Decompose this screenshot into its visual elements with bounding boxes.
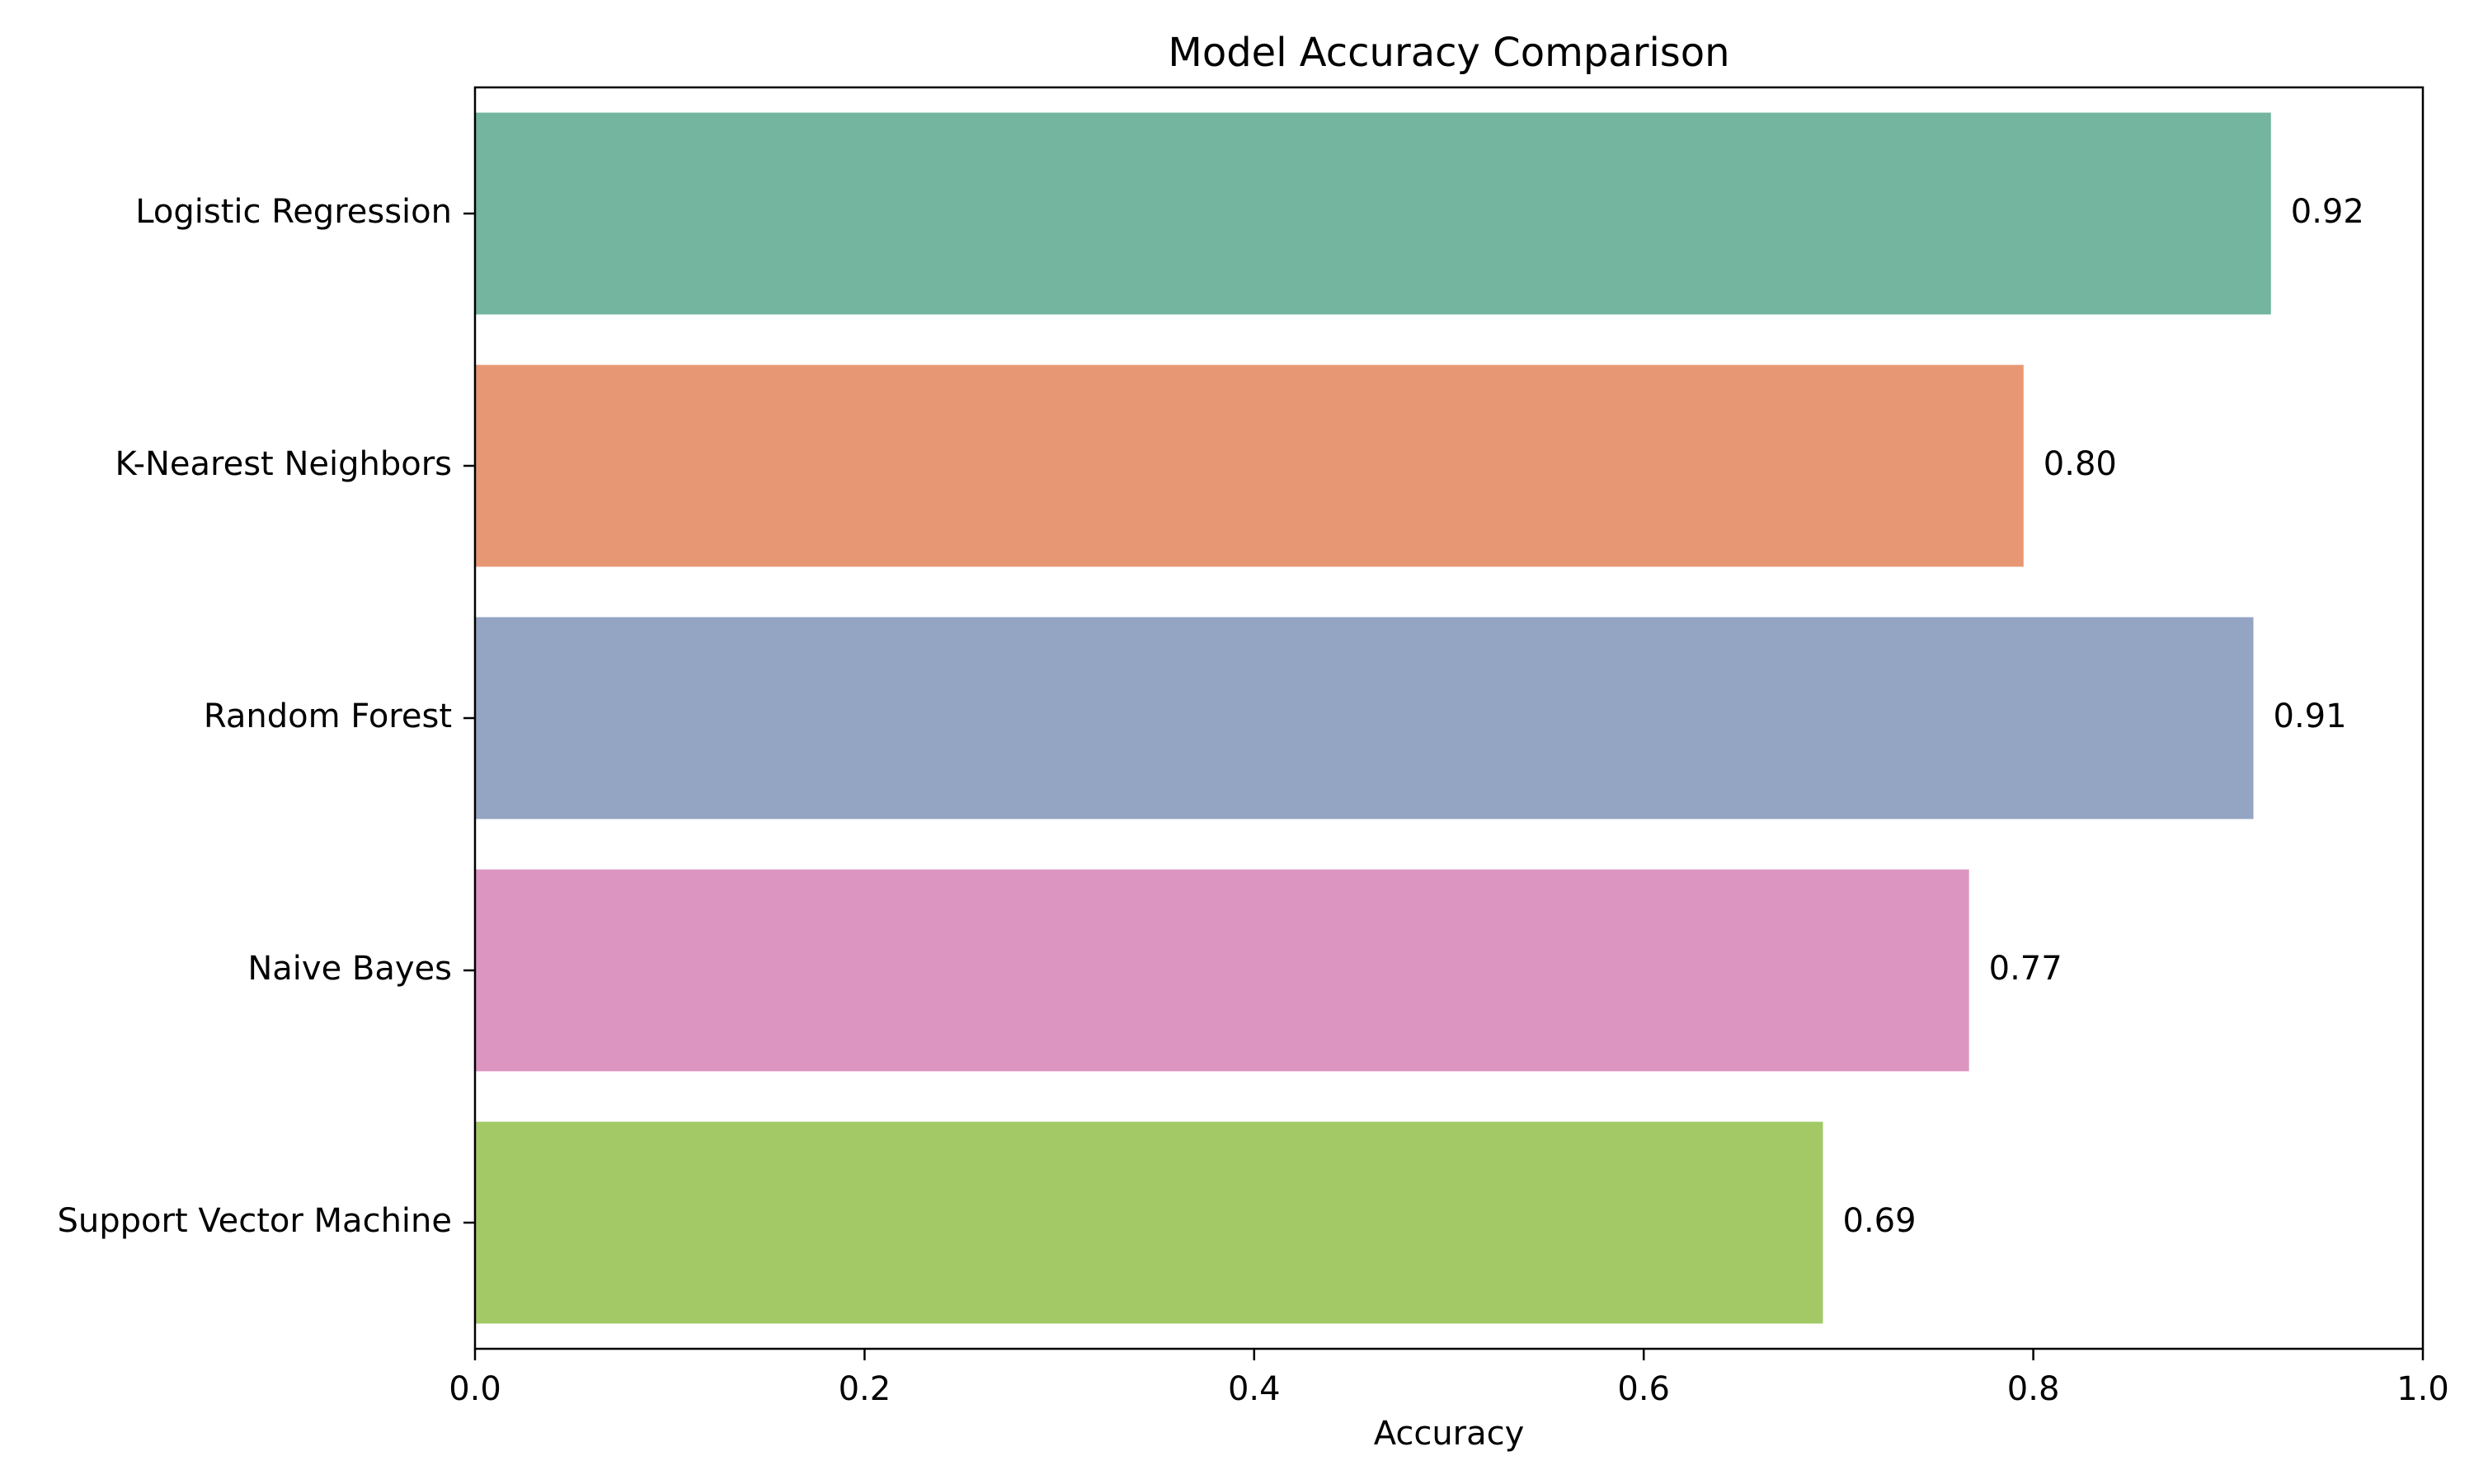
bar-4 — [475, 1121, 1823, 1324]
data-label-1: 0.80 — [2044, 445, 2117, 483]
y-tick-label-2: Random Forest — [204, 697, 452, 735]
bar-3 — [475, 869, 1969, 1072]
data-label-2: 0.91 — [2274, 697, 2347, 735]
x-tick-label-0: 0.0 — [449, 1370, 501, 1408]
plot-frame — [473, 86, 2425, 1350]
data-label-3: 0.77 — [1989, 950, 2062, 988]
bar-2 — [475, 617, 2254, 819]
chart-title: Model Accuracy Comparison — [1168, 30, 1729, 76]
x-tick-label-3: 0.6 — [1617, 1370, 1670, 1408]
x-tick-label-5: 1.0 — [2396, 1370, 2449, 1408]
bar-1 — [475, 364, 2024, 567]
y-tick-label-0: Logistic Regression — [135, 193, 452, 231]
bars-group — [475, 112, 2271, 1324]
data-label-0: 0.92 — [2291, 193, 2364, 231]
y-tick-label-1: K-Nearest Neighbors — [115, 445, 452, 483]
bar-0 — [475, 112, 2271, 315]
x-tick-label-4: 0.8 — [2007, 1370, 2060, 1408]
x-tick-label-2: 0.4 — [1228, 1370, 1281, 1408]
data-labels-group: 0.92 0.80 0.91 0.77 0.69 — [1843, 193, 2364, 1240]
x-axis-ticks: 0.0 0.2 0.4 0.6 0.8 1.0 — [449, 1349, 2449, 1408]
x-tick-label-1: 0.2 — [839, 1370, 891, 1408]
data-label-4: 0.69 — [1843, 1202, 1917, 1240]
y-tick-label-4: Support Vector Machine — [58, 1202, 452, 1240]
y-axis-ticks: Logistic Regression K-Nearest Neighbors Ra… — [58, 193, 475, 1240]
x-axis-label: Accuracy — [1374, 1415, 1525, 1453]
y-tick-label-3: Naive Bayes — [247, 950, 452, 988]
